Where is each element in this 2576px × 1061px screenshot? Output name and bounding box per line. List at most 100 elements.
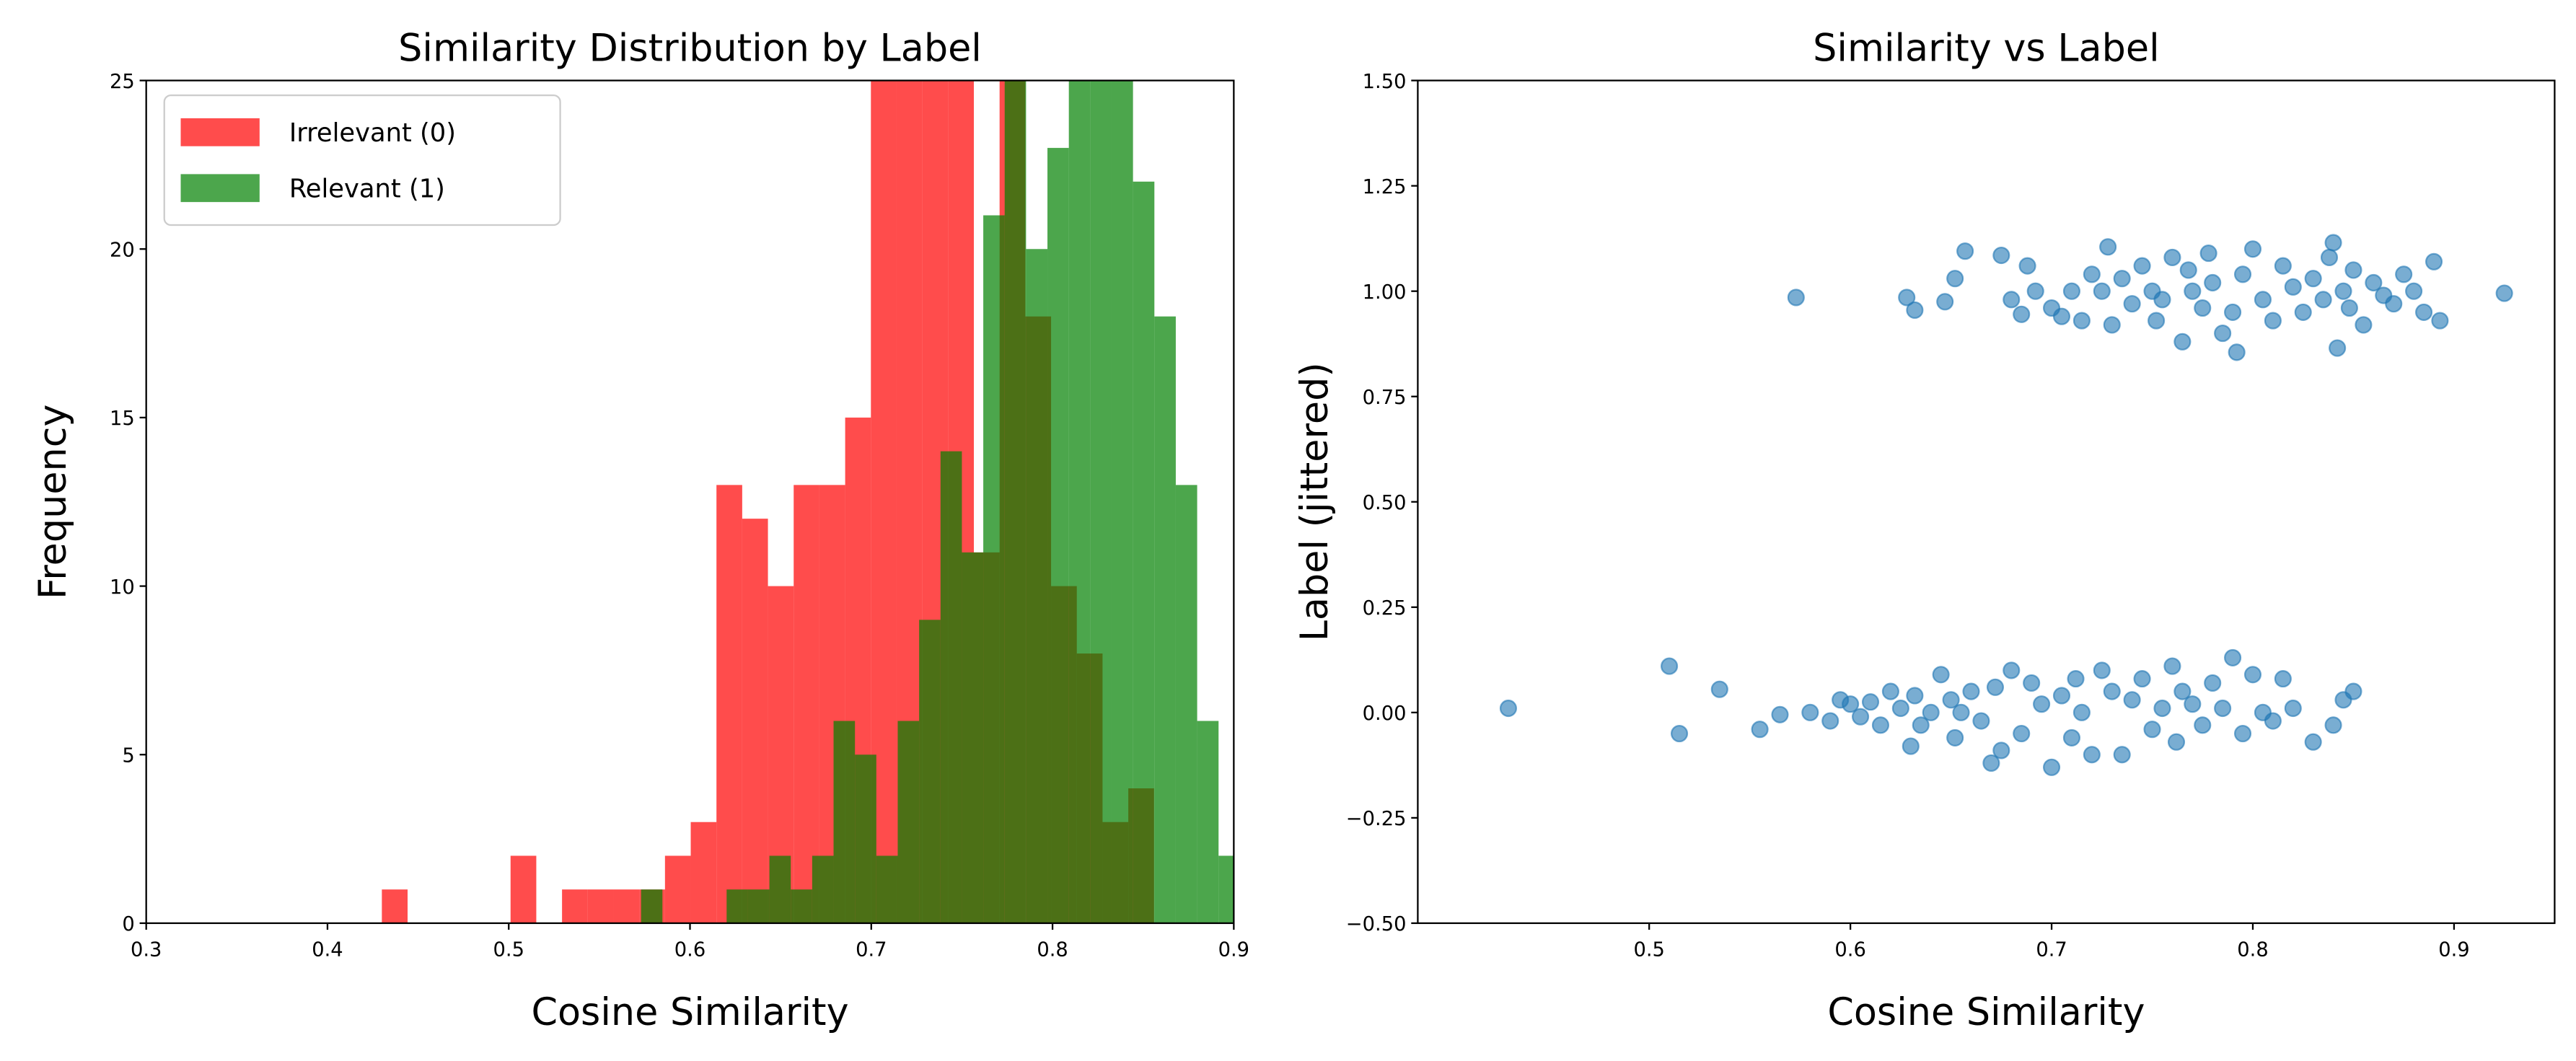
scatter-point — [2163, 248, 2181, 267]
histogram-bar — [833, 721, 856, 923]
chart-title: Similarity vs Label — [1813, 26, 2160, 70]
y-tick-label: 5 — [122, 745, 134, 767]
scatter-point — [1992, 741, 2010, 760]
scatter-point — [2233, 265, 2252, 283]
legend-swatch — [180, 118, 260, 146]
x-tick-label: 0.9 — [1218, 938, 1249, 961]
scatter-point — [2033, 695, 2051, 713]
histogram-bar — [747, 889, 770, 923]
y-tick-label: −0.50 — [1346, 913, 1407, 935]
scatter-point — [1972, 712, 1990, 730]
scatter-point — [2233, 724, 2252, 743]
chart-title: Similarity Distribution by Label — [398, 26, 982, 70]
scatter-point — [2167, 733, 2186, 751]
scatter-point — [1912, 716, 1930, 734]
y-tick-label: 15 — [110, 408, 135, 430]
histogram-bar — [726, 889, 748, 923]
x-tick-label: 0.5 — [493, 938, 524, 961]
scatter-point — [1962, 682, 1980, 700]
scatter-point — [1992, 246, 2010, 265]
scatter-point — [1932, 666, 1950, 684]
legend-label: Relevant (1) — [289, 174, 445, 203]
scatter-point — [2026, 282, 2044, 300]
scatter-point — [2334, 282, 2352, 300]
scatter-point — [2385, 295, 2403, 313]
scatter-point — [2194, 716, 2212, 734]
histogram-bar — [1197, 721, 1219, 923]
scatter-point — [2304, 733, 2322, 751]
scatter-point — [2052, 687, 2071, 705]
scatter-point — [1898, 289, 1916, 307]
scatter-point — [1670, 724, 1689, 743]
x-tick-label: 0.6 — [1834, 938, 1865, 961]
y-tick-label: 10 — [110, 576, 135, 599]
histogram-bar — [690, 822, 717, 923]
histogram-bar — [983, 215, 1005, 923]
histogram-bar — [794, 485, 819, 923]
scatter-point — [2264, 712, 2282, 730]
scatter-point — [2294, 303, 2312, 321]
scatter-point — [1842, 695, 1860, 713]
histogram-bar — [1133, 181, 1155, 923]
scatter-point — [2431, 312, 2449, 330]
scatter-point — [1952, 703, 1970, 721]
histogram-bar — [641, 889, 663, 923]
scatter-point — [1499, 699, 1518, 718]
x-tick-label: 0.6 — [674, 938, 705, 961]
scatter-point — [1956, 242, 1974, 260]
legend-label: Irrelevant (0) — [289, 118, 456, 148]
marks — [1499, 234, 2513, 776]
x-tick-label: 0.3 — [131, 938, 162, 961]
y-tick-label: 25 — [110, 71, 135, 93]
scatter-point — [2415, 303, 2433, 321]
scatter-point — [2264, 312, 2282, 330]
scatter-point — [1922, 703, 1940, 721]
histogram-bar — [1111, 80, 1133, 923]
scatter-point — [2042, 758, 2061, 776]
histogram-bar — [769, 855, 791, 923]
y-tick-label: 0.00 — [1363, 703, 1407, 725]
scatter-point — [2023, 674, 2041, 692]
histogram-bar — [716, 485, 742, 923]
scatter-point — [2018, 257, 2036, 275]
scatter-point — [2173, 682, 2192, 700]
scatter-point — [2072, 312, 2091, 330]
scatter-point — [2274, 670, 2292, 688]
scatter-point — [2067, 670, 2085, 688]
scatter-point — [1787, 289, 1805, 307]
x-tick-label: 0.4 — [312, 938, 343, 961]
legend: Irrelevant (0) Relevant (1) — [163, 94, 561, 226]
x-axis-label: Cosine Similarity — [531, 990, 848, 1034]
scatter-point — [1902, 737, 1920, 755]
scatter-point — [1661, 657, 1679, 675]
scatter-point — [2365, 273, 2383, 292]
scatter-point — [2274, 257, 2292, 275]
scatter-point — [2123, 691, 2141, 709]
y-axis-label: Frequency — [31, 404, 75, 599]
scatter-point — [2284, 699, 2302, 718]
scatter-point — [2344, 261, 2362, 279]
histogram-bar — [940, 451, 962, 923]
histogram-bar — [876, 855, 898, 923]
scatter-point — [2113, 746, 2131, 764]
histogram-bar — [1004, 80, 1027, 923]
x-tick-label: 0.7 — [856, 938, 887, 961]
histogram-bar — [1047, 148, 1069, 923]
scatter-point — [1906, 687, 1924, 705]
scatter-point — [1906, 301, 1924, 320]
scatter-point — [2340, 299, 2358, 317]
scatter-point — [2254, 291, 2272, 309]
scatter-point — [2153, 291, 2171, 309]
y-tick-label: 1.25 — [1363, 176, 1407, 198]
legend-box — [163, 94, 561, 226]
scatter-point — [1821, 712, 1839, 730]
scatter-point — [2003, 661, 2021, 679]
scatter-point — [2320, 248, 2339, 267]
scatter-point — [2179, 261, 2197, 279]
scatter-point — [2133, 257, 2151, 275]
plot-area: 0.3 0.4 0.5 0.6 0.7 0.8 0.9 0 5 10 15 20 25 — [110, 71, 1249, 961]
scatter-point — [2304, 270, 2322, 288]
y-tick-label: 0.75 — [1363, 387, 1407, 409]
